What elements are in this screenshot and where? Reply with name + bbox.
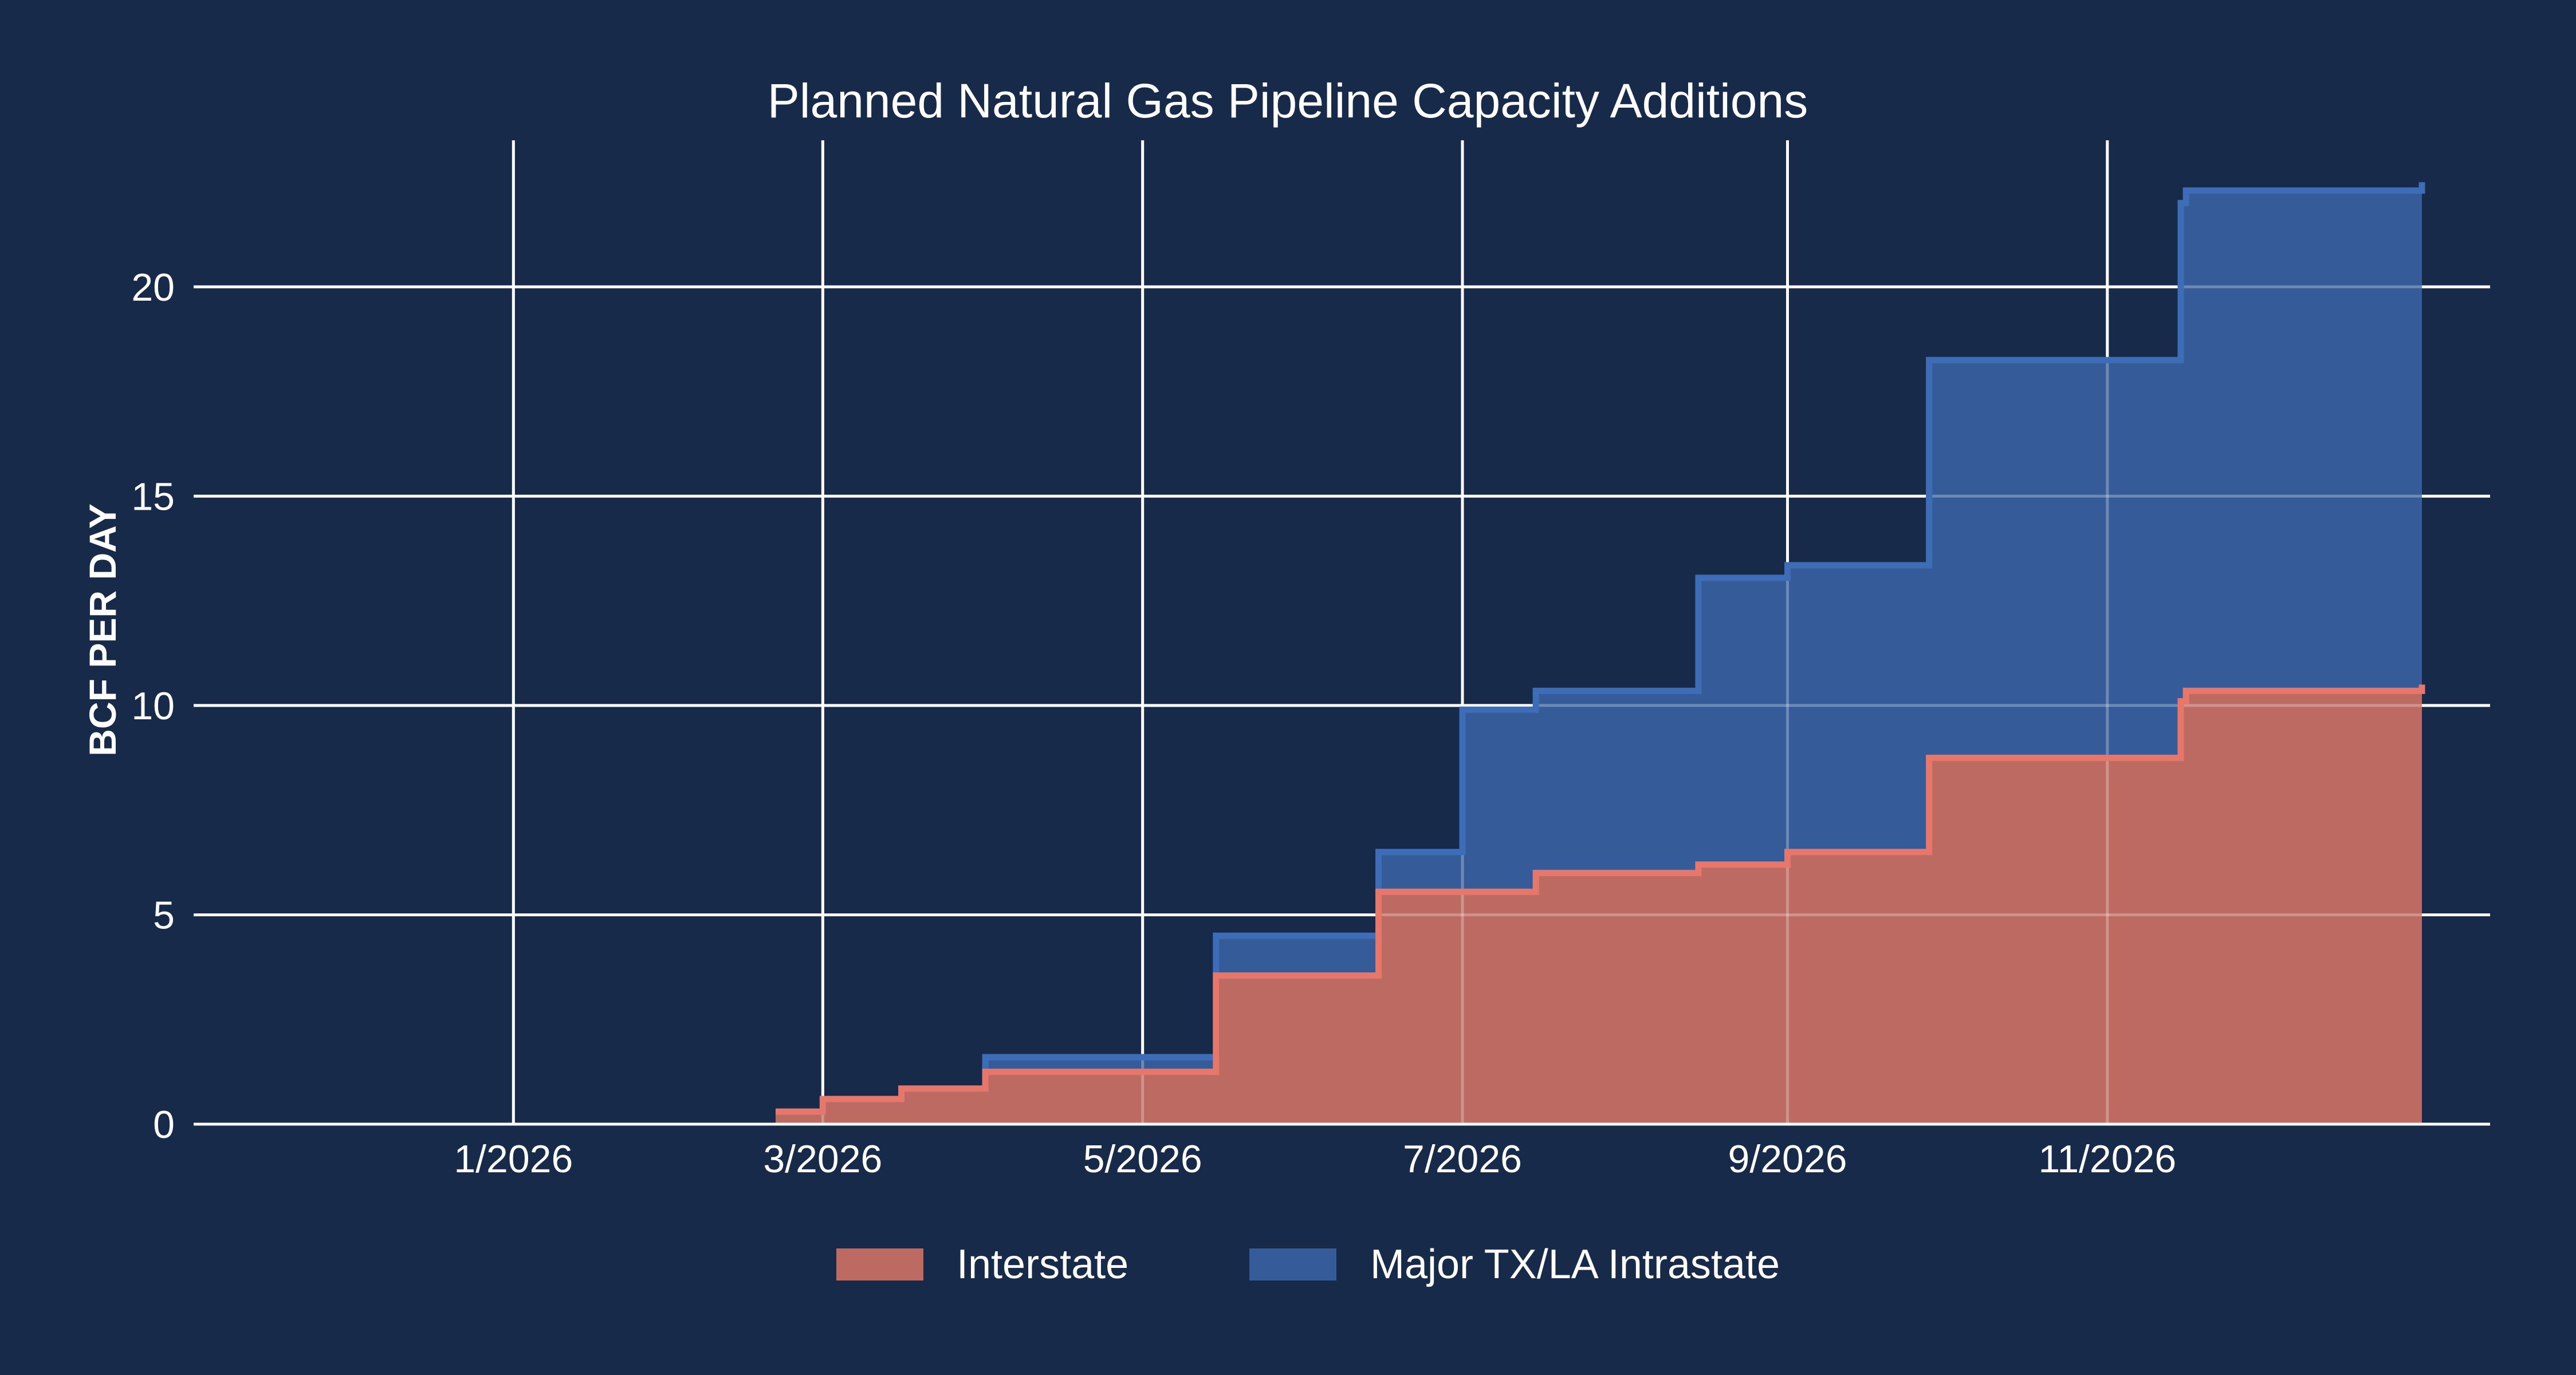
legend-swatch <box>836 1248 923 1281</box>
y-axis-ticks: 0 5 10 15 20 <box>131 266 175 1147</box>
legend-label: Major TX/LA Intrastate <box>1370 1242 1780 1287</box>
chart-title: Planned Natural Gas Pipeline Capacity Ad… <box>768 74 1808 128</box>
plot-areas <box>775 182 2422 1124</box>
x-tick-label: 1/2026 <box>454 1137 573 1181</box>
y-tick-label: 20 <box>131 266 175 309</box>
x-axis-ticks: 1/2026 3/2026 5/2026 7/2026 9/2026 11/2026 <box>454 1137 2176 1181</box>
x-tick-label: 5/2026 <box>1083 1137 1202 1181</box>
legend-swatch <box>1249 1248 1336 1281</box>
x-tick-label: 11/2026 <box>2038 1137 2176 1181</box>
x-tick-label: 3/2026 <box>763 1137 882 1181</box>
line-interstate <box>775 684 2425 1115</box>
x-tick-label: 7/2026 <box>1403 1137 1522 1181</box>
y-axis-label: BCF PER DAY <box>81 503 124 756</box>
y-tick-label: 5 <box>153 893 175 937</box>
legend: Interstate Major TX/LA Intrastate <box>836 1242 1780 1287</box>
y-tick-label: 0 <box>153 1103 175 1147</box>
grid-overlay <box>194 140 2490 1124</box>
x-tick-label: 9/2026 <box>1728 1137 1847 1181</box>
y-tick-label: 15 <box>131 475 175 518</box>
legend-label: Interstate <box>957 1242 1128 1287</box>
y-tick-label: 10 <box>131 684 175 728</box>
plot-lines <box>194 182 2490 1126</box>
area-interstate <box>775 684 2422 1124</box>
